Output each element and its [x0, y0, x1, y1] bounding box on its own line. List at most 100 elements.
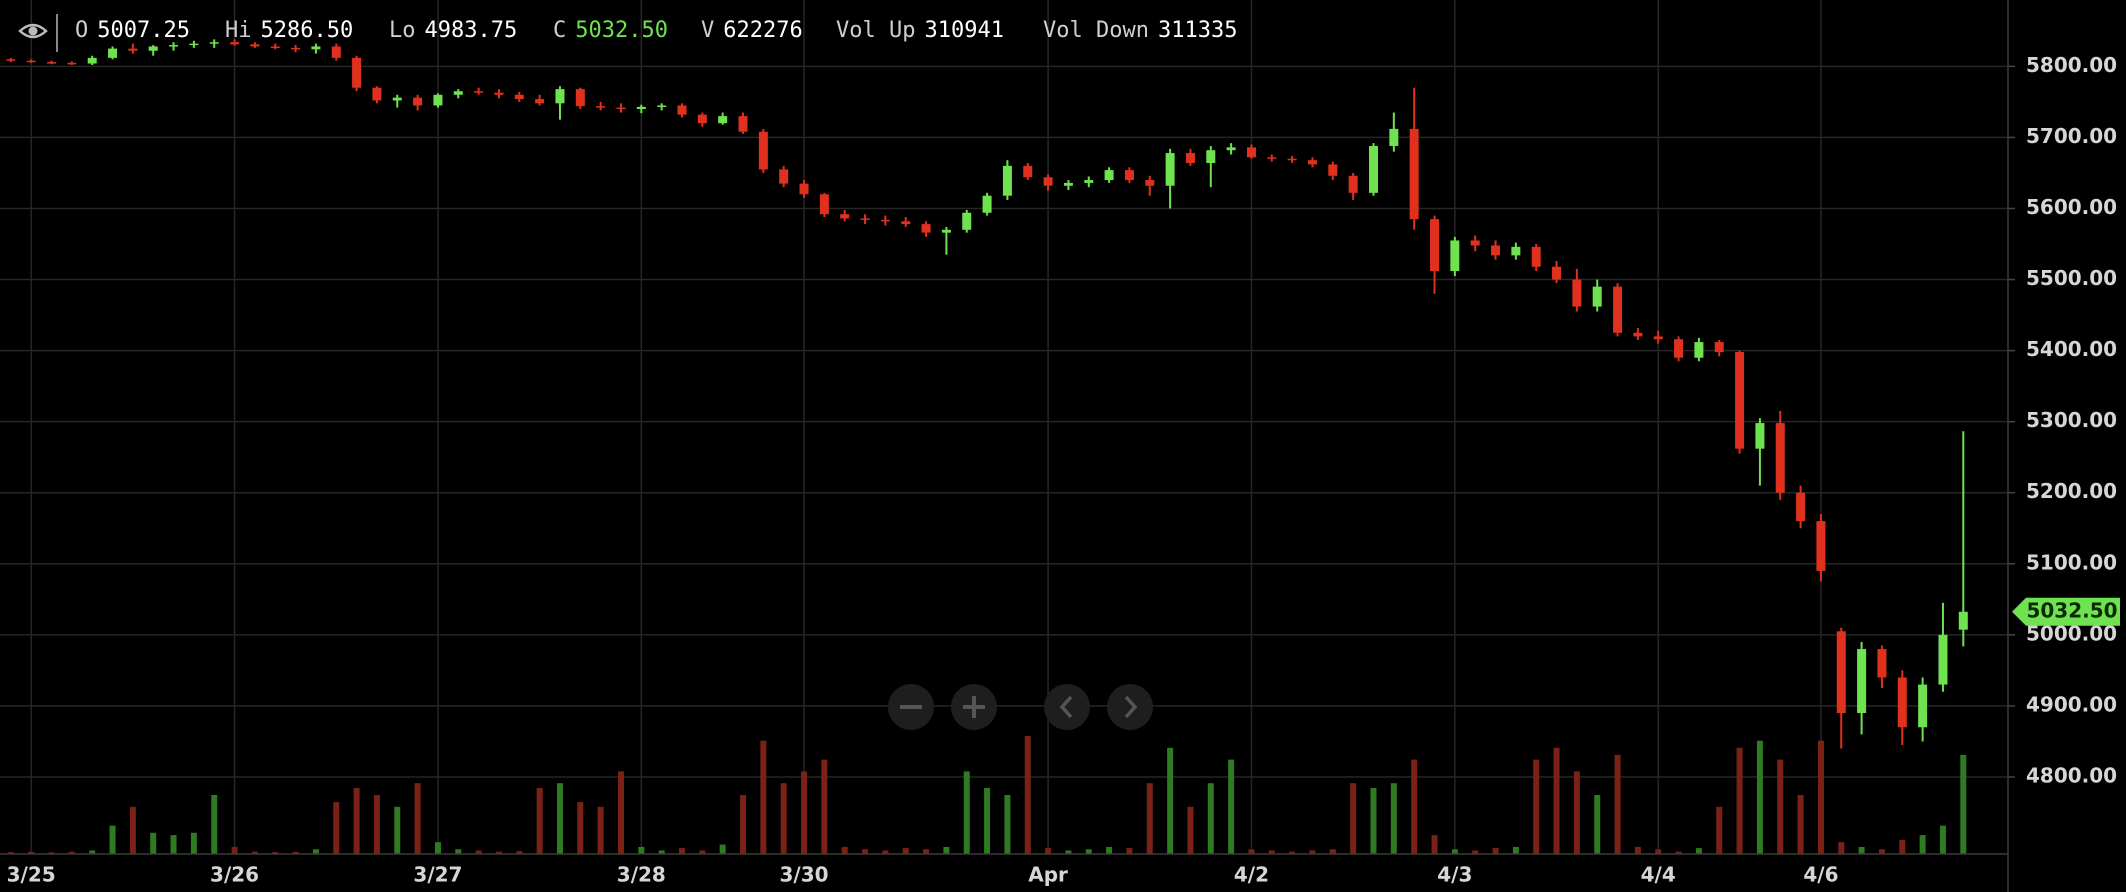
y-tick-label: 5600.00: [2026, 195, 2117, 219]
legend-item: O 5007.25: [75, 18, 190, 43]
volume-bar: [1512, 846, 1519, 854]
candle-body: [758, 131, 768, 170]
volume-bar: [556, 783, 563, 854]
volume-bar: [251, 851, 258, 854]
candle-body: [1938, 634, 1948, 685]
volume-layer: [7, 736, 1967, 854]
scroll-right-button[interactable]: [1107, 684, 1153, 730]
scroll-left-button[interactable]: [1044, 684, 1090, 730]
legend-item: Lo 4983.75: [389, 18, 517, 43]
y-tick-label: 5500.00: [2026, 266, 2117, 290]
candle-body: [1124, 170, 1134, 181]
candle-body: [291, 47, 301, 50]
y-tick-label: 4800.00: [2026, 763, 2117, 787]
volume-bar: [1167, 747, 1174, 854]
volume-bar: [373, 795, 380, 854]
volume-bar: [109, 825, 116, 854]
volume-bar: [1004, 795, 1011, 854]
legend-label: C: [553, 18, 566, 43]
eye-icon[interactable]: [18, 23, 48, 39]
candle-body: [1430, 219, 1440, 272]
volume-bar: [984, 787, 991, 854]
y-tick-label: 5100.00: [2026, 550, 2117, 574]
candle-body: [270, 46, 280, 48]
candle-body: [901, 221, 911, 225]
candle-body: [108, 48, 118, 58]
legend-label: O: [75, 18, 88, 43]
volume-bar: [455, 849, 462, 854]
volume-bar: [231, 846, 238, 854]
legend-item: Vol Down 311335: [1043, 18, 1237, 43]
candle-body: [67, 62, 77, 65]
candle-body: [1491, 245, 1501, 256]
volume-bar: [1085, 849, 1092, 854]
volume-bar: [1207, 783, 1214, 854]
volume-bar: [1960, 754, 1967, 854]
volume-bar: [7, 852, 14, 854]
candle-body: [962, 212, 972, 230]
volume-bar: [414, 783, 421, 854]
candle-body: [1368, 145, 1378, 193]
candle-body: [1023, 165, 1033, 178]
legend-item: C 5032.50: [553, 18, 668, 43]
zoom-out-button[interactable]: [888, 684, 934, 730]
legend-value: 622276: [723, 18, 802, 43]
candle-body: [636, 106, 646, 110]
candle-body: [1633, 332, 1643, 337]
legend-label: Vol Down: [1043, 18, 1149, 43]
volume-bar: [1614, 754, 1621, 854]
volume-bar: [1939, 825, 1946, 854]
legend-value: 5286.50: [261, 18, 354, 43]
button-bg[interactable]: [1044, 684, 1090, 730]
zoom-in-button[interactable]: [951, 684, 997, 730]
volume-bar: [211, 795, 218, 854]
candle-body: [331, 46, 341, 58]
candle-body: [169, 45, 179, 47]
legend-value: 5032.50: [575, 18, 668, 43]
volume-bar: [1858, 846, 1865, 854]
volume-bar: [333, 802, 340, 854]
candle-body: [1185, 153, 1195, 164]
volume-bar: [699, 850, 706, 854]
candle-body: [1958, 611, 1968, 630]
last-price-label: 5032.50: [2026, 598, 2117, 622]
candle-body: [311, 46, 321, 50]
volume-bar: [475, 850, 482, 854]
candle-body: [1897, 677, 1907, 728]
candle-body: [575, 89, 585, 107]
visibility-toggle[interactable]: [18, 23, 48, 39]
volume-bar: [434, 842, 441, 854]
volume-bar: [1817, 740, 1824, 854]
candle-body: [514, 94, 524, 100]
y-tick-label: 4900.00: [2026, 692, 2117, 716]
candle-body: [1043, 177, 1053, 186]
button-bg[interactable]: [1107, 684, 1153, 730]
volume-bar: [1492, 848, 1499, 854]
volume-bar: [1797, 795, 1804, 854]
volume-bar: [1350, 783, 1357, 854]
volume-bar: [1329, 849, 1336, 854]
candle-body: [718, 116, 728, 124]
y-tick-label: 5800.00: [2026, 53, 2117, 77]
volume-bar: [617, 771, 624, 854]
volume-bar: [1594, 795, 1601, 854]
volume-bar: [638, 846, 645, 854]
volume-bar: [943, 846, 950, 854]
volume-bar: [150, 832, 157, 854]
x-tick-label: 4/6: [1803, 863, 1838, 887]
y-tick-label: 5700.00: [2026, 124, 2117, 148]
candle-body: [1002, 165, 1012, 196]
chevron-left: [1059, 695, 1073, 719]
candle-body: [1450, 240, 1460, 272]
candle-body: [1653, 336, 1663, 340]
volume-bar: [1289, 851, 1296, 854]
candle-body: [1511, 246, 1521, 256]
volume-bar: [129, 806, 136, 854]
legend-value: 4983.75: [425, 18, 518, 43]
candle-body: [453, 91, 463, 95]
x-tick-label: 3/28: [617, 863, 666, 887]
volume-bar: [1126, 848, 1133, 854]
volume-bar: [394, 806, 401, 854]
